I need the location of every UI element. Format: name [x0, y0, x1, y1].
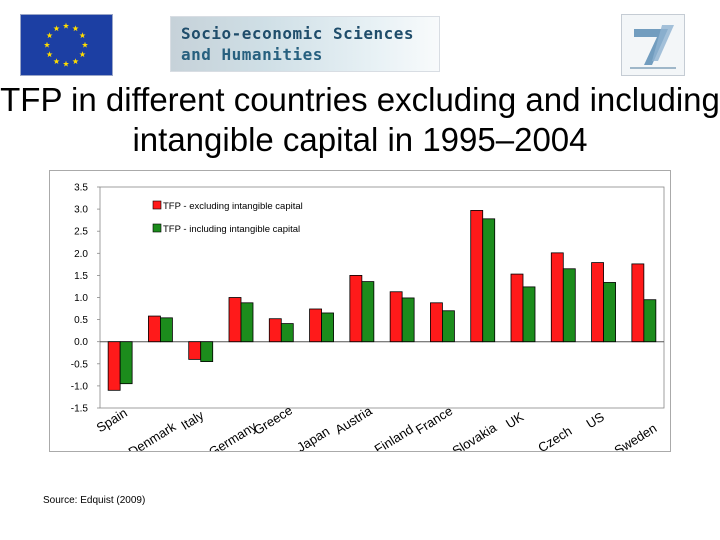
y-tick-label: 3.5 — [74, 183, 88, 194]
source-note: Source: Edquist (2009) — [43, 495, 146, 506]
bar-excl-czech — [550, 252, 564, 343]
bar-incl-austria — [361, 281, 375, 343]
x-tick-label: Japan — [294, 423, 332, 451]
y-tick-label: 3.0 — [74, 205, 88, 216]
legend-swatch — [152, 200, 162, 210]
ssh-banner-logo: Socio-economic Sciences and Humanities — [170, 16, 440, 72]
bar-excl-japan — [309, 308, 322, 343]
legend-label: TFP - excluding intangible capital — [163, 201, 303, 212]
x-tick-label: Italy — [178, 407, 207, 433]
y-tick-label: 0.5 — [74, 315, 88, 326]
bar-excl-spain — [107, 341, 121, 391]
x-tick-label: Spain — [94, 405, 130, 435]
legend-swatch — [152, 223, 162, 233]
bar-excl-sweden — [631, 263, 645, 343]
bar-excl-france — [430, 302, 443, 343]
x-tick-label: Denmark — [126, 419, 179, 451]
tfp-bar-chart: 3.5 3.0 2.5 2.0 1.5 1.0 0.5 0.0 -0.5 -1.0 -1.5 Spai… — [49, 170, 671, 460]
eu-star — [53, 25, 60, 32]
y-tick-label: 2.5 — [74, 227, 88, 238]
bar-incl-italy — [200, 341, 214, 362]
eu-flag-logo — [20, 14, 113, 76]
bar-incl-denmark — [160, 317, 173, 343]
bar-excl-uk — [510, 273, 524, 343]
bar-excl-greece — [268, 318, 282, 343]
chart-svg: 3.5 3.0 2.5 2.0 1.5 1.0 0.5 0.0 -0.5 -1.0 -1.5 Spai… — [71, 183, 665, 460]
y-tick-label: -1.5 — [71, 404, 89, 415]
eu-star — [79, 51, 86, 58]
bar-excl-italy — [188, 341, 202, 360]
eu-star — [53, 58, 60, 65]
bar-incl-japan — [321, 312, 334, 343]
bar-incl-us — [603, 282, 616, 343]
bar-incl-france — [442, 310, 455, 343]
y-tick-label: 0.0 — [74, 337, 88, 348]
x-tick-label: Germany — [206, 418, 260, 451]
bar-excl-slovakia — [470, 210, 484, 343]
x-tick-label: UK — [503, 409, 527, 431]
banner-line-2: and Humanities — [181, 45, 323, 64]
bar-excl-finland — [389, 291, 403, 343]
x-tick-label: Slovakia — [450, 419, 500, 451]
y-tick-label: 1.5 — [74, 271, 88, 282]
eu-star — [72, 58, 79, 65]
bar-excl-denmark — [148, 315, 161, 343]
legend-label: TFP - including intangible capital — [163, 224, 300, 235]
eu-star — [72, 25, 79, 32]
x-tick-label: Sweden — [612, 420, 660, 451]
bar-incl-slovakia — [482, 218, 496, 343]
eu-star — [46, 51, 53, 58]
x-tick-label: Czech — [535, 423, 574, 451]
banner-line-1: Socio-economic Sciences — [181, 24, 415, 43]
eu-flag-icon — [43, 22, 89, 67]
x-tick-label: Finland — [372, 422, 416, 451]
bar-incl-greece — [280, 323, 294, 343]
y-tick-label: -0.5 — [71, 359, 89, 370]
eu-star — [43, 41, 51, 48]
fp7-logo — [621, 14, 685, 76]
fp7-logo-icon — [630, 25, 676, 69]
bar-incl-uk — [522, 286, 536, 343]
slide-title: TFP in different countries excluding and… — [0, 81, 720, 158]
bar-incl-germany — [240, 302, 254, 343]
eu-star — [62, 22, 70, 29]
bar-incl-spain — [119, 341, 133, 385]
plot-area — [99, 186, 665, 409]
x-tick-label: US — [584, 409, 608, 431]
eu-star — [46, 32, 53, 39]
y-tick-label: -1.0 — [71, 381, 89, 392]
bar-incl-czech — [562, 268, 576, 343]
bar-excl-germany — [228, 297, 242, 343]
eu-star — [79, 32, 86, 39]
y-tick-label: 2.0 — [74, 249, 88, 260]
bar-incl-finland — [401, 297, 415, 343]
eu-star — [81, 41, 89, 48]
bar-excl-austria — [349, 275, 363, 343]
eu-star — [62, 60, 70, 67]
y-tick-label: 1.0 — [74, 293, 88, 304]
bar-excl-us — [591, 262, 604, 343]
bar-incl-sweden — [643, 299, 657, 343]
